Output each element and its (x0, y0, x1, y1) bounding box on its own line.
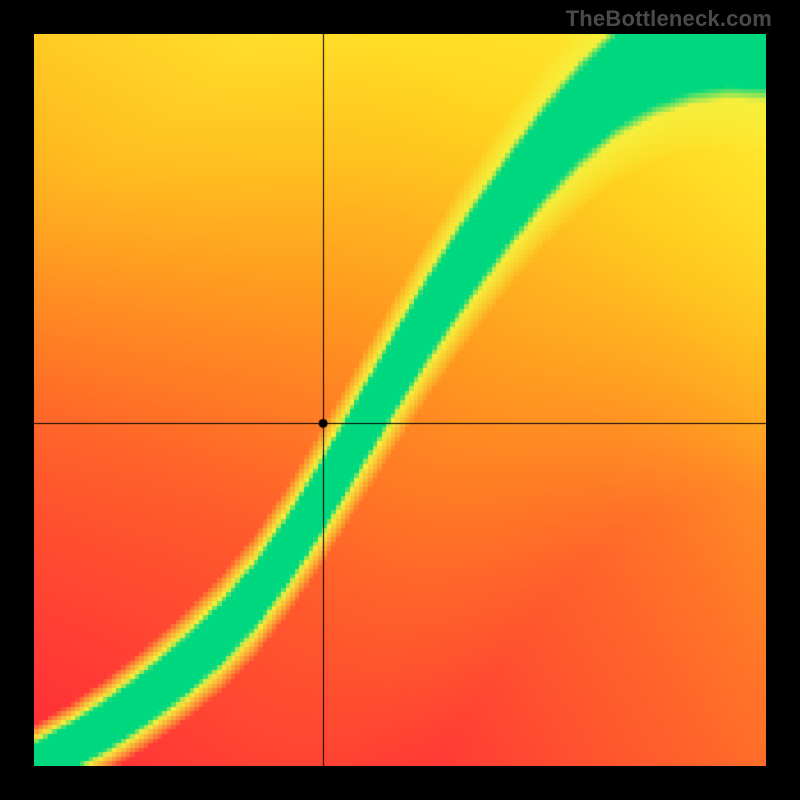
heatmap-plot (34, 34, 766, 766)
heatmap-canvas (34, 34, 766, 766)
watermark-text: TheBottleneck.com (566, 6, 772, 32)
